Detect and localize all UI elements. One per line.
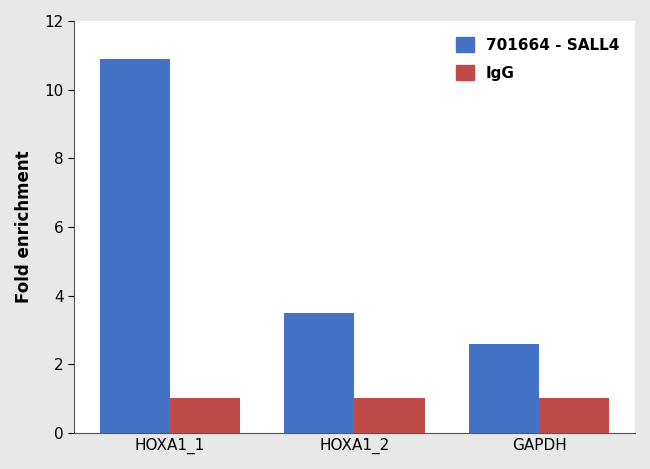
Bar [284,313,354,433]
Bar [539,398,609,433]
Y-axis label: Fold enrichment: Fold enrichment [16,151,33,303]
Bar [354,398,424,433]
Bar [170,398,240,433]
Bar [469,343,539,433]
Bar [99,59,170,433]
Legend: 701664 - SALL4, IgG: 701664 - SALL4, IgG [448,29,627,88]
